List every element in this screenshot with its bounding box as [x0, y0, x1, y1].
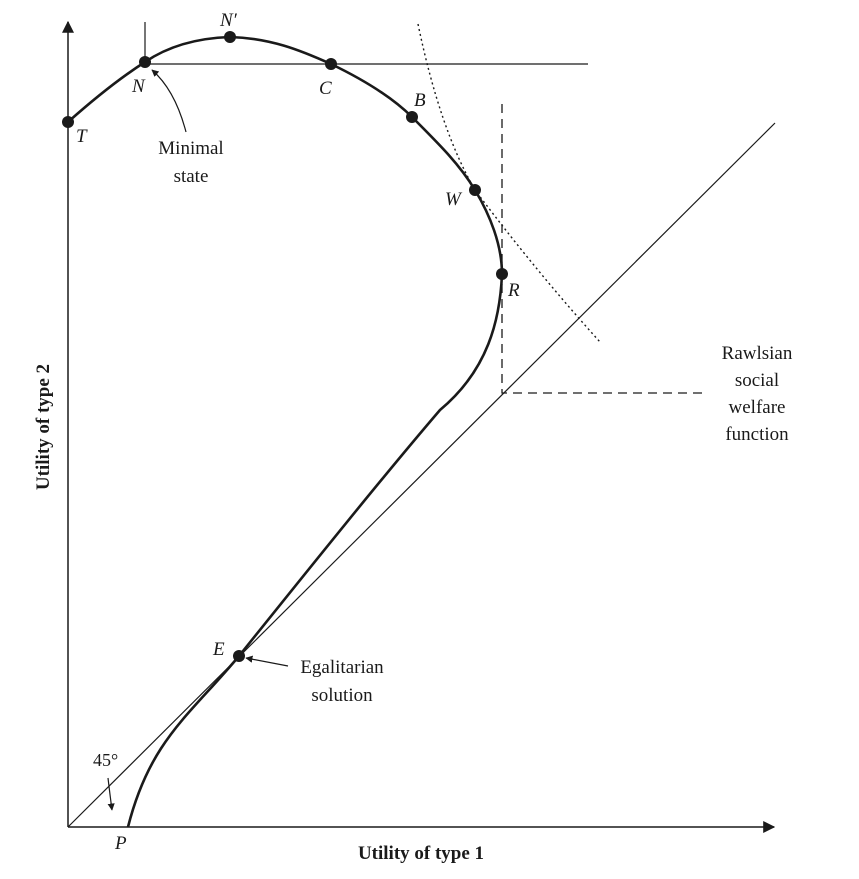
point-e: [233, 650, 245, 662]
egalitarian-line-2: solution: [311, 685, 373, 706]
label-n-prime: N′: [219, 10, 238, 31]
x-axis-title: Utility of type 1: [358, 843, 484, 864]
forty-five-degree-line: [67, 122, 776, 828]
label-p: P: [114, 833, 127, 854]
point-w: [469, 184, 481, 196]
label-t: T: [76, 126, 88, 147]
point-r: [496, 268, 508, 280]
minimal-state-line-1: Minimal: [158, 138, 223, 159]
label-c: C: [319, 78, 332, 99]
rawlsian-contour: [501, 104, 707, 394]
egalitarian-line-1: Egalitarian: [300, 657, 384, 678]
y-axis-title: Utility of type 2: [33, 364, 54, 490]
point-t: [62, 116, 74, 128]
label-e: E: [212, 639, 225, 660]
utility-possibility-frontier: [67, 35, 504, 828]
rawlsian-line-3: welfare: [729, 397, 786, 418]
point-n-prime: [224, 31, 236, 43]
label-n: N: [131, 76, 146, 97]
label-r: R: [507, 280, 520, 301]
angle-label: 45°: [93, 750, 118, 770]
point-n: [139, 56, 151, 68]
angle-arrow: [107, 777, 115, 811]
rawlsian-line-1: Rawlsian: [722, 343, 793, 364]
minimal-state-line-2: state: [174, 166, 209, 187]
minimal-state-arrow: [151, 69, 187, 133]
point-c: [325, 58, 337, 70]
rawlsian-line-2: social: [735, 370, 779, 391]
label-b: B: [414, 90, 426, 111]
egalitarian-arrow: [245, 655, 289, 667]
label-w: W: [445, 189, 463, 210]
point-b: [406, 111, 418, 123]
rawlsian-line-4: function: [725, 424, 789, 445]
